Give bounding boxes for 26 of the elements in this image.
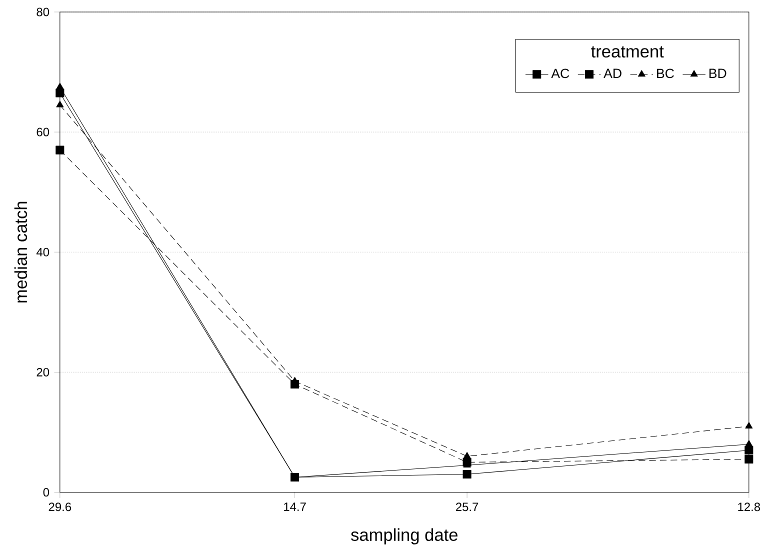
y-tick-label: 60 [36, 128, 50, 136]
point [56, 88, 64, 98]
point [744, 455, 754, 464]
point [745, 440, 753, 447]
point [56, 146, 64, 154]
x-tick-label: 12.8 [738, 502, 760, 512]
legend-label: AD [604, 68, 622, 78]
point [56, 82, 64, 90]
point [56, 100, 64, 108]
y-tick-label: 80 [36, 8, 50, 16]
x-tick-label: 29.6 [48, 502, 72, 512]
x-axis-title: sampling date [351, 528, 458, 544]
x-tick-label: 14.7 [284, 502, 306, 511]
point [744, 446, 754, 455]
legend-title: treatment [591, 46, 664, 58]
y-axis-title: median catch [14, 202, 28, 303]
point [745, 422, 753, 429]
x-tick-label: 25.7 [456, 502, 478, 512]
legend-label: BC [657, 68, 674, 78]
point [463, 452, 471, 459]
y-tick-label: 0 [43, 488, 50, 497]
legend-label: BD [709, 68, 726, 78]
point [462, 470, 472, 479]
y-tick-label: 20 [36, 368, 50, 377]
legend-label: AC [551, 68, 570, 78]
y-tick-label: 40 [36, 248, 50, 256]
